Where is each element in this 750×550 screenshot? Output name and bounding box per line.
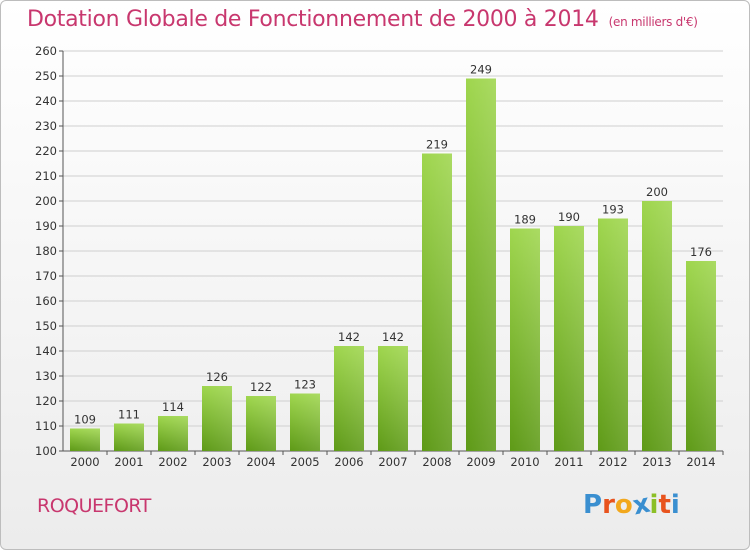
commune-name: ROQUEFORT [37,495,151,517]
y-tick-label: 110 [35,419,57,433]
value-label-2009: 249 [470,63,492,77]
y-tick-label: 150 [35,319,57,333]
x-tick-label-2004: 2004 [246,455,275,469]
value-label-2003: 126 [206,370,228,384]
x-tick-label-2014: 2014 [686,455,715,469]
logo-letter: i [670,490,680,520]
y-tick-label: 240 [35,94,57,108]
chart-subtitle: (en milliers d'€) [608,15,698,29]
title-text: Dotation Globale de Fonctionnement de 20… [27,7,599,32]
y-tick-label: 180 [35,244,57,258]
logo-letter: P [583,490,603,520]
x-tick-label-2007: 2007 [378,455,407,469]
chart-title: Dotation Globale de Fonctionnement de 20… [27,7,698,32]
x-tick-label-2001: 2001 [114,455,143,469]
value-label-2005: 123 [294,378,316,392]
x-tick-label-2005: 2005 [290,455,319,469]
bar-layer [70,78,716,451]
bar-shine-2008 [422,153,452,451]
proxiti-logo: Proxiti [583,489,680,522]
bar-shine-2002 [158,416,188,451]
x-tick-label-2002: 2002 [158,455,187,469]
label-layer: 2000 109 2001 111 2002 114 2003 126 2004 122 2005 1… [70,63,715,470]
y-tick-label: 250 [35,69,57,83]
y-tick-label: 130 [35,369,57,383]
bar-shine-2011 [554,226,584,451]
bar-shine-2003 [202,386,232,451]
x-tick-label-2008: 2008 [422,455,451,469]
bar-shine-2005 [290,393,320,451]
x-tick-label-2010: 2010 [510,455,539,469]
value-label-2000: 109 [74,413,96,427]
value-label-2012: 193 [602,203,624,217]
y-tick-label: 220 [35,144,57,158]
logo-letter: r [602,490,615,520]
y-tick-label: 120 [35,394,57,408]
y-tick-label: 100 [35,444,57,458]
bar-shine-2010 [510,228,540,451]
y-tick-label: 260 [35,44,57,58]
bar-shine-2007 [378,346,408,451]
value-label-2011: 190 [558,210,580,224]
x-tick-label-2009: 2009 [466,455,495,469]
bar-shine-2014 [686,261,716,451]
value-label-2014: 176 [690,245,712,259]
bar-shine-2012 [598,218,628,451]
logo-letter: o [614,490,633,520]
value-label-2004: 122 [250,380,272,394]
bar-shine-2004 [246,396,276,451]
logo-letter: i [649,490,659,520]
value-label-2010: 189 [514,213,536,227]
x-tick-label-2000: 2000 [70,455,99,469]
y-tick-label: 210 [35,169,57,183]
bar-shine-2000 [70,428,100,451]
bar-shine-2006 [334,346,364,451]
y-tick-label: 170 [35,269,57,283]
bar-shine-2013 [642,201,672,451]
x-tick-label-2011: 2011 [554,455,583,469]
y-tick-label: 230 [35,119,57,133]
y-tick-label: 190 [35,219,57,233]
value-label-2006: 142 [338,330,360,344]
value-label-2001: 111 [118,408,140,422]
y-tick-label: 140 [35,344,57,358]
x-tick-label-2013: 2013 [642,455,671,469]
x-tick-label-2006: 2006 [334,455,363,469]
value-label-2007: 142 [382,330,404,344]
y-tick-label: 160 [35,294,57,308]
x-tick-label-2012: 2012 [598,455,627,469]
bar-shine-2001 [114,423,144,451]
value-label-2002: 114 [162,400,184,414]
y-tick-label: 200 [35,194,57,208]
x-tick-label-2003: 2003 [202,455,231,469]
value-label-2013: 200 [646,185,668,199]
logo-letter: t [658,490,671,520]
bar-shine-2009 [466,78,496,451]
value-label-2008: 219 [426,138,448,152]
